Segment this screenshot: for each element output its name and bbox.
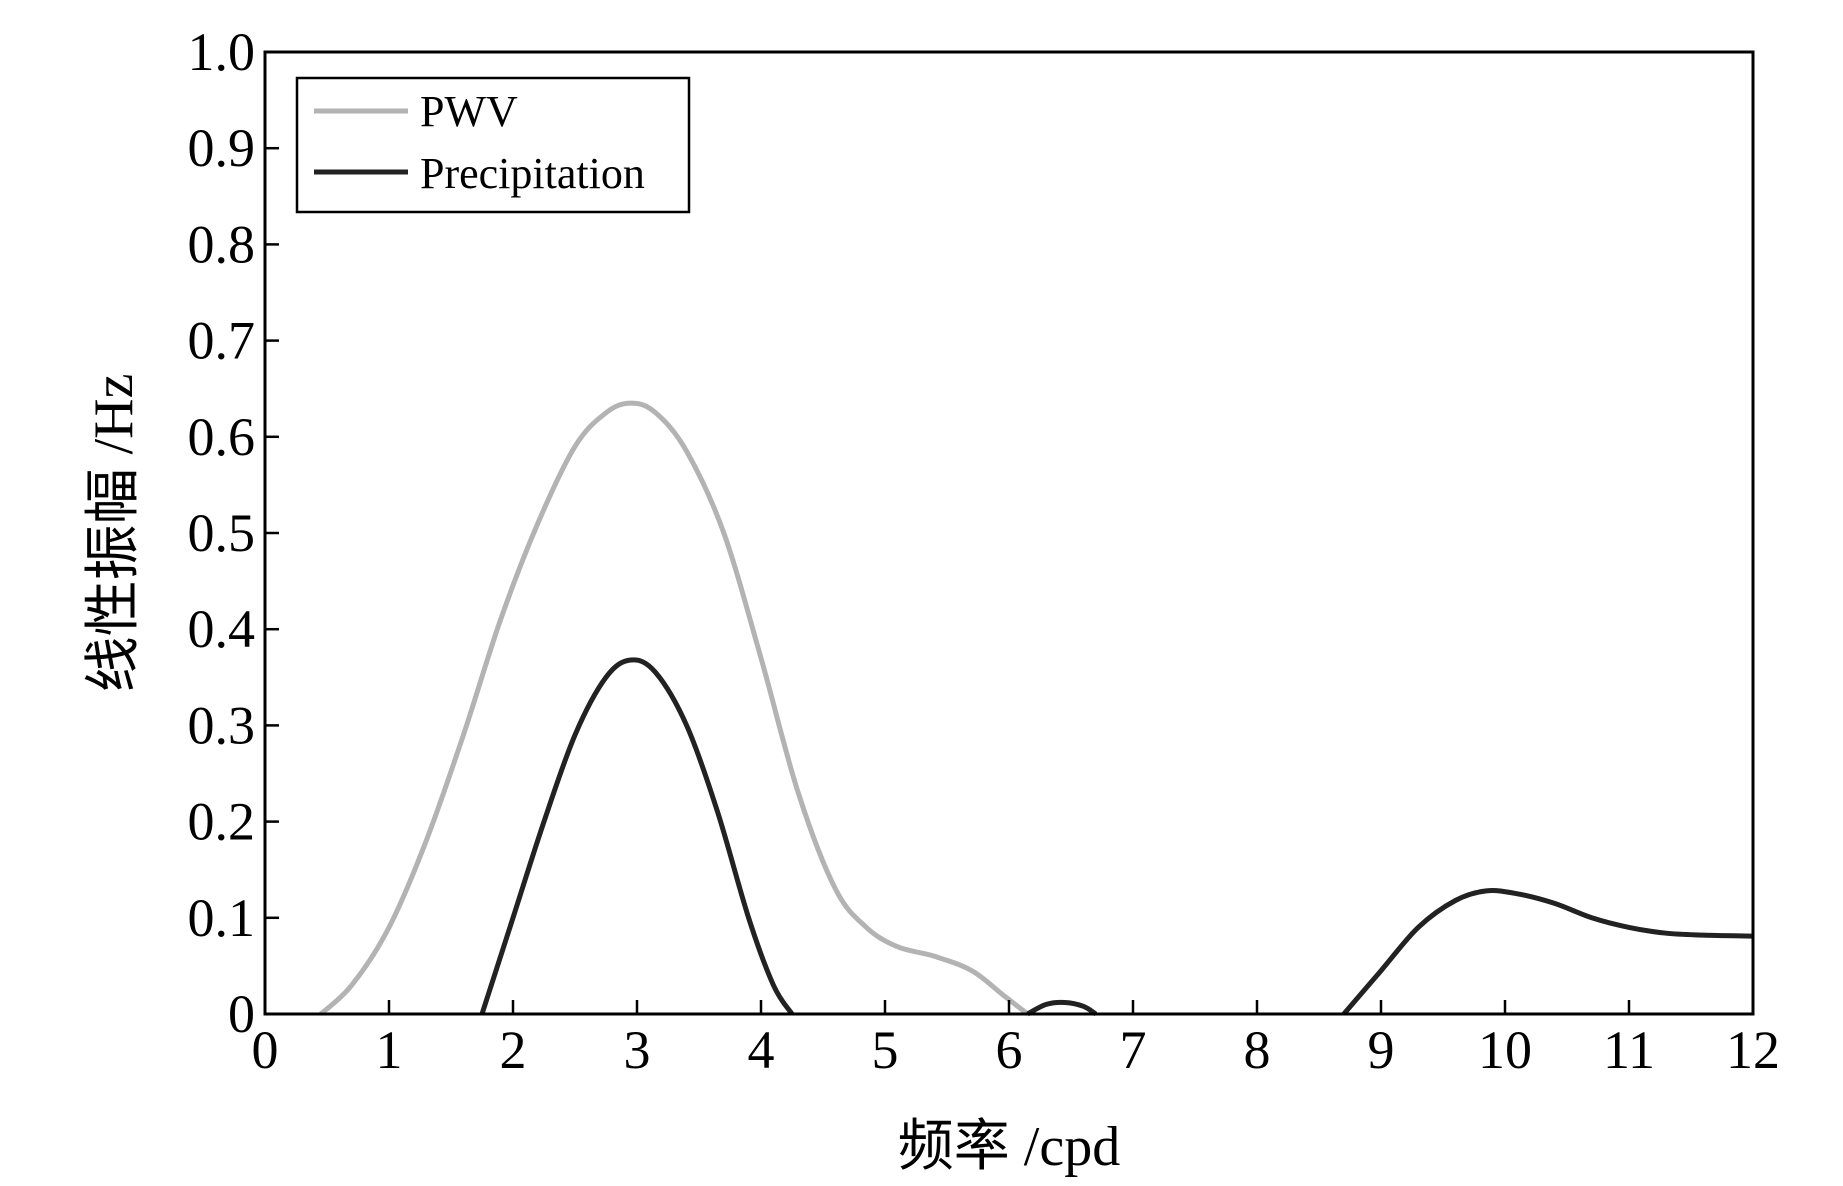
legend-label-precipitation: Precipitation	[420, 149, 645, 198]
x-tick-label: 0	[252, 1020, 279, 1080]
x-tick-label: 1	[376, 1020, 403, 1080]
y-axis-ticks: 0 0.1 0.2 0.3 0.4 0.5 0.6 0.7 0.8 0.9 1.0	[188, 22, 279, 1044]
y-tick-label: 1.0	[188, 22, 256, 82]
legend-label-pwv: PWV	[420, 87, 518, 136]
y-tick-label: 0.5	[188, 503, 256, 563]
series-line-precipitation	[1341, 888, 1754, 1016]
y-tick-label: 0.3	[188, 695, 256, 755]
y-tick-label: 0	[228, 984, 255, 1044]
x-tick-label: 5	[872, 1020, 899, 1080]
x-tick-label: 6	[996, 1020, 1023, 1080]
series-line-precipitation	[1026, 999, 1098, 1017]
y-tick-label: 0.8	[188, 214, 256, 274]
y-tick-label: 0.1	[188, 888, 256, 948]
x-tick-label: 11	[1603, 1020, 1655, 1080]
x-tick-label: 4	[748, 1020, 775, 1080]
y-tick-label: 0.2	[188, 792, 256, 852]
series-line-pwv	[319, 400, 1030, 1016]
legend-box	[295, 76, 691, 214]
x-tick-label: 9	[1368, 1020, 1395, 1080]
y-tick-label: 0.9	[188, 118, 256, 178]
series-line-precipitation	[479, 657, 795, 1016]
y-tick-label: 0.6	[188, 407, 256, 467]
x-axis-ticks: 0 1 2 3 4 5 6 7 8 9 10 11 12	[252, 1000, 1780, 1080]
y-axis-title: 线性振幅 /Hz	[83, 374, 145, 693]
x-tick-label: 7	[1120, 1020, 1147, 1080]
x-tick-label: 3	[624, 1020, 651, 1080]
x-tick-label: 2	[500, 1020, 527, 1080]
x-tick-label: 12	[1726, 1020, 1780, 1080]
y-tick-label: 0.7	[188, 311, 256, 371]
x-tick-label: 10	[1478, 1020, 1532, 1080]
x-tick-label: 8	[1244, 1020, 1271, 1080]
y-tick-label: 0.4	[188, 599, 256, 659]
series-group	[319, 400, 1754, 1017]
x-axis-title: 频率 /cpd	[898, 1116, 1120, 1178]
legend: PWV Precipitation	[295, 76, 691, 214]
